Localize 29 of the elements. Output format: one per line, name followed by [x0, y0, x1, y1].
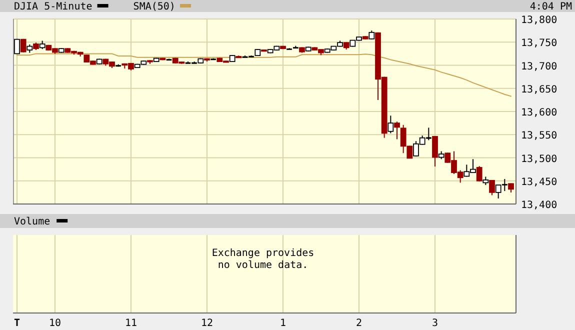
line-series — [16, 53, 512, 97]
candlestick — [432, 136, 438, 168]
y-tick-label: 13,650 — [521, 84, 558, 96]
legend-label: DJIA 5-Minute — [14, 2, 92, 12]
category-label: 11 — [124, 318, 138, 329]
candlestick — [489, 179, 495, 196]
y-tick-label: 13,750 — [521, 38, 558, 50]
category-label: 12 — [200, 318, 214, 329]
candlestick — [476, 166, 482, 182]
category-label: 3 — [432, 318, 438, 329]
y-tick-label: 13,450 — [521, 176, 558, 188]
y-tick-label: 13,500 — [521, 154, 558, 165]
category-label: T — [14, 318, 20, 329]
candlestick — [394, 121, 400, 140]
legend-label: SMA(50) — [133, 2, 176, 12]
category-label: 1 — [280, 318, 286, 329]
y-tick-label: 13,800 — [521, 15, 558, 26]
text: Volume — [14, 216, 50, 228]
category-label: 10 — [48, 318, 62, 329]
text: 4:04 PM — [530, 2, 572, 12]
y-tick-label: 13,550 — [521, 130, 558, 142]
text: Exchange provides no volume data. — [212, 248, 314, 271]
candlestick — [508, 182, 514, 193]
category-label: 2 — [356, 318, 362, 329]
y-tick-label: 13,400 — [521, 200, 558, 211]
candlestick — [20, 38, 26, 53]
candlestick — [388, 115, 394, 134]
y-tick-label: 13,600 — [521, 108, 558, 118]
y-tick-label: 13,700 — [521, 61, 558, 72]
